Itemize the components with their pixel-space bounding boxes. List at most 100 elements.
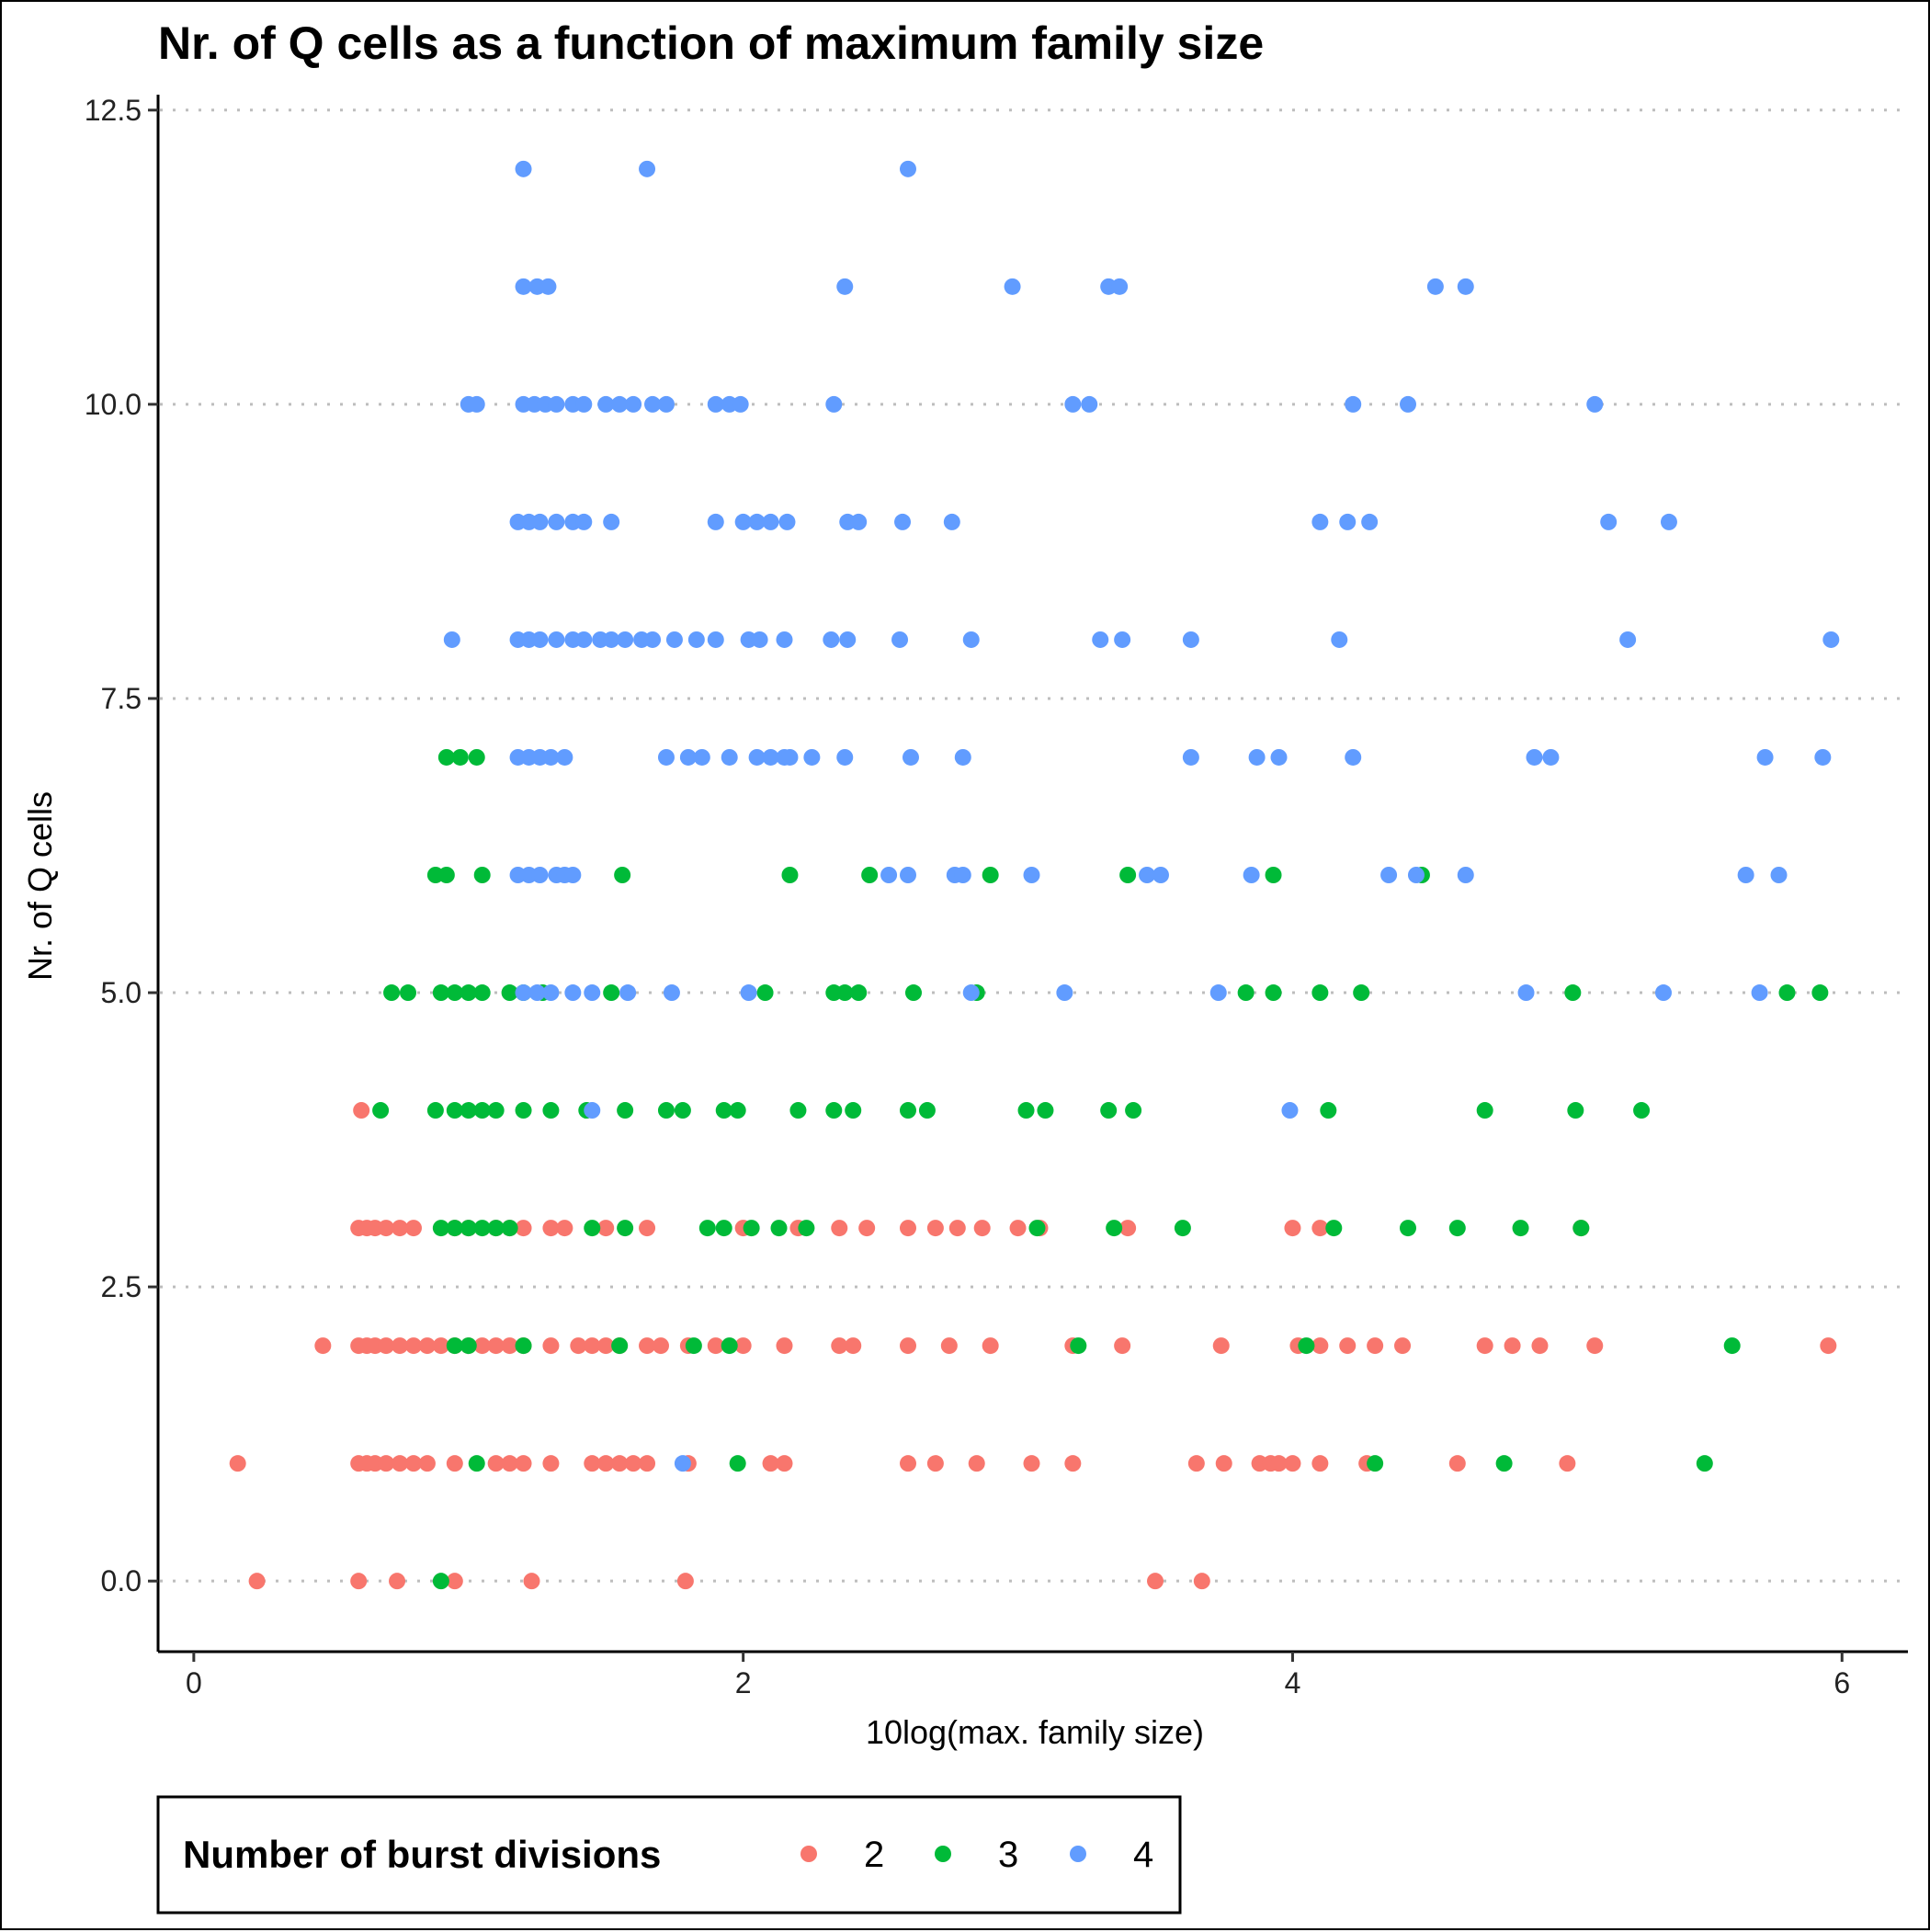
legend-key-4 [1070, 1846, 1086, 1862]
data-point-series-4 [531, 631, 549, 648]
data-point-series-2 [1215, 1455, 1232, 1472]
data-point-series-3 [614, 867, 631, 883]
data-point-series-2 [542, 1220, 560, 1237]
data-point-series-3 [1367, 1455, 1384, 1472]
data-point-series-3 [437, 867, 455, 883]
data-point-series-3 [1311, 984, 1329, 1002]
data-point-series-3 [487, 1220, 505, 1237]
data-point-series-2 [1147, 1573, 1164, 1590]
data-point-series-2 [676, 1573, 694, 1590]
data-point-series-4 [611, 395, 629, 413]
y-tick-label: 12.5 [85, 94, 142, 127]
data-point-series-2 [652, 1337, 669, 1355]
data-point-series-4 [1209, 984, 1227, 1002]
data-point-series-4 [1056, 984, 1073, 1002]
data-point-series-4 [734, 513, 752, 530]
data-point-series-3 [611, 1337, 629, 1355]
data-point-series-3 [1512, 1220, 1529, 1237]
data-point-series-4 [515, 984, 532, 1002]
data-point-series-3 [1017, 1102, 1035, 1119]
data-point-series-3 [1811, 984, 1829, 1002]
data-point-series-3 [460, 1102, 477, 1119]
data-point-series-3 [487, 1102, 505, 1119]
data-point-series-2 [639, 1220, 656, 1237]
legend-label-3: 3 [998, 1835, 1018, 1875]
data-point-series-2 [473, 1337, 491, 1355]
data-point-series-4 [1814, 748, 1832, 766]
data-point-series-3 [918, 1102, 936, 1119]
data-point-series-3 [836, 984, 854, 1002]
data-point-series-4 [443, 631, 460, 648]
data-point-series-2 [707, 1337, 724, 1355]
data-point-series-3 [432, 984, 449, 1002]
data-point-series-4 [954, 748, 971, 766]
data-point-series-4 [1407, 867, 1425, 883]
data-point-series-3 [1633, 1102, 1651, 1119]
data-point-series-2 [229, 1455, 246, 1472]
data-point-series-4 [778, 513, 796, 530]
data-point-series-4 [748, 513, 766, 530]
data-point-series-4 [721, 748, 738, 766]
data-point-series-2 [515, 1220, 532, 1237]
data-point-series-2 [639, 1337, 656, 1355]
x-tick-label: 4 [1285, 1666, 1301, 1699]
data-point-series-2 [1119, 1220, 1137, 1237]
legend-entries: 2 3 4 [800, 1835, 1153, 1875]
data-point-series-4 [531, 867, 549, 883]
data-point-series-2 [973, 1220, 991, 1237]
data-point-series-3 [1495, 1455, 1513, 1472]
y-tick-label: 5.0 [101, 976, 142, 1009]
data-point-series-3 [617, 1220, 634, 1237]
data-point-series-4 [1654, 984, 1672, 1002]
data-point-series-3 [473, 984, 491, 1002]
data-point-series-3 [674, 1102, 691, 1119]
data-point-series-2 [1394, 1337, 1412, 1355]
data-point-series-2 [926, 1220, 944, 1237]
x-tick-label: 0 [186, 1666, 202, 1699]
data-point-series-2 [1820, 1337, 1837, 1355]
data-point-series-4 [564, 867, 582, 883]
data-point-series-3 [468, 748, 485, 766]
data-point-series-2 [948, 1220, 966, 1237]
data-point-series-4 [732, 395, 749, 413]
data-point-series-3 [721, 1337, 738, 1355]
data-point-series-4 [751, 631, 768, 648]
data-point-series-4 [1457, 278, 1474, 295]
data-point-series-4 [1737, 867, 1754, 883]
data-point-series-3 [501, 984, 518, 1002]
data-point-series-3 [756, 984, 774, 1002]
data-point-series-2 [446, 1455, 463, 1472]
gridlines [160, 108, 1908, 1583]
data-point-series-3 [603, 984, 620, 1002]
data-point-series-2 [584, 1337, 601, 1355]
data-point-series-3 [446, 1220, 463, 1237]
axes [156, 95, 1908, 1654]
data-point-series-2 [1559, 1455, 1576, 1472]
data-point-series-2 [501, 1455, 518, 1472]
data-point-series-4 [1339, 513, 1357, 530]
data-point-series-3 [1448, 1220, 1466, 1237]
y-axis-label: Nr. of Q cells [21, 791, 59, 981]
data-point-series-3 [1572, 1220, 1590, 1237]
legend: Number of burst divisions 2 3 4 [156, 1795, 1182, 1915]
data-point-series-3 [372, 1102, 390, 1119]
data-point-series-3 [460, 984, 477, 1002]
data-point-series-4 [836, 278, 854, 295]
data-point-series-3 [460, 1337, 477, 1355]
data-point-series-2 [392, 1220, 409, 1237]
data-point-series-4 [954, 867, 971, 883]
x-tick-label: 2 [735, 1666, 752, 1699]
data-point-series-4 [584, 984, 601, 1002]
data-point-series-4 [1380, 867, 1398, 883]
data-point-series-3 [1174, 1220, 1191, 1237]
data-point-series-3 [473, 1220, 491, 1237]
data-point-series-2 [776, 1337, 793, 1355]
data-point-series-4 [603, 631, 620, 648]
data-point-series-2 [418, 1455, 436, 1472]
data-point-series-3 [743, 1220, 760, 1237]
legend-label-2: 2 [864, 1835, 884, 1875]
data-point-series-4 [1345, 395, 1362, 413]
data-point-series-4 [528, 984, 546, 1002]
data-point-series-2 [1311, 1220, 1329, 1237]
